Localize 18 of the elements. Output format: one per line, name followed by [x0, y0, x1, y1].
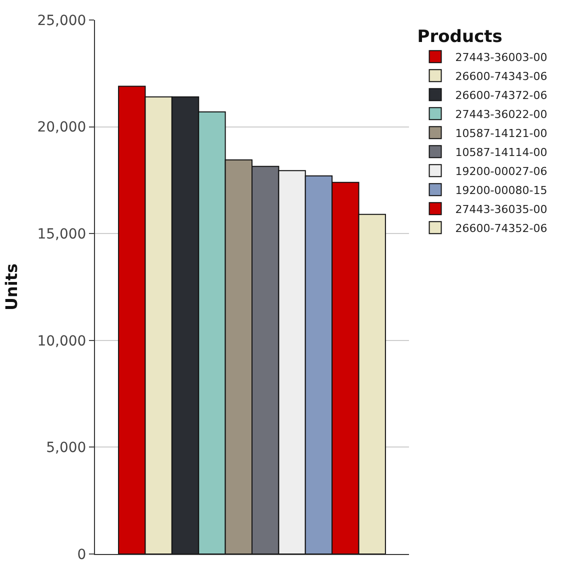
y-tick-label: 10,000 — [37, 333, 86, 350]
legend-label: 10587-14121-00 — [455, 126, 548, 140]
legend-label: 26600-74372-06 — [455, 88, 548, 102]
y-tick-label: 0 — [77, 546, 86, 563]
legend-label: 10587-14114-00 — [455, 146, 548, 159]
legend-label: 27443-36003-00 — [455, 50, 548, 64]
legend-label: 19200-00080-15 — [455, 184, 548, 197]
legend-label: 26600-74352-06 — [455, 222, 548, 235]
legend-label: 19200-00027-06 — [455, 164, 548, 178]
y-tick-label: 15,000 — [37, 226, 86, 242]
legend-label: 27443-36035-00 — [455, 202, 548, 216]
legend-title: Products — [417, 27, 502, 48]
y-tick-label: 5,000 — [46, 440, 86, 456]
y-axis-title: Units — [2, 263, 22, 311]
legend-label: 26600-74343-06 — [455, 70, 548, 83]
y-tick-label: 25,000 — [37, 12, 86, 29]
legend-label: 27443-36022-00 — [455, 108, 548, 121]
y-tick-label: 20,000 — [37, 120, 86, 136]
